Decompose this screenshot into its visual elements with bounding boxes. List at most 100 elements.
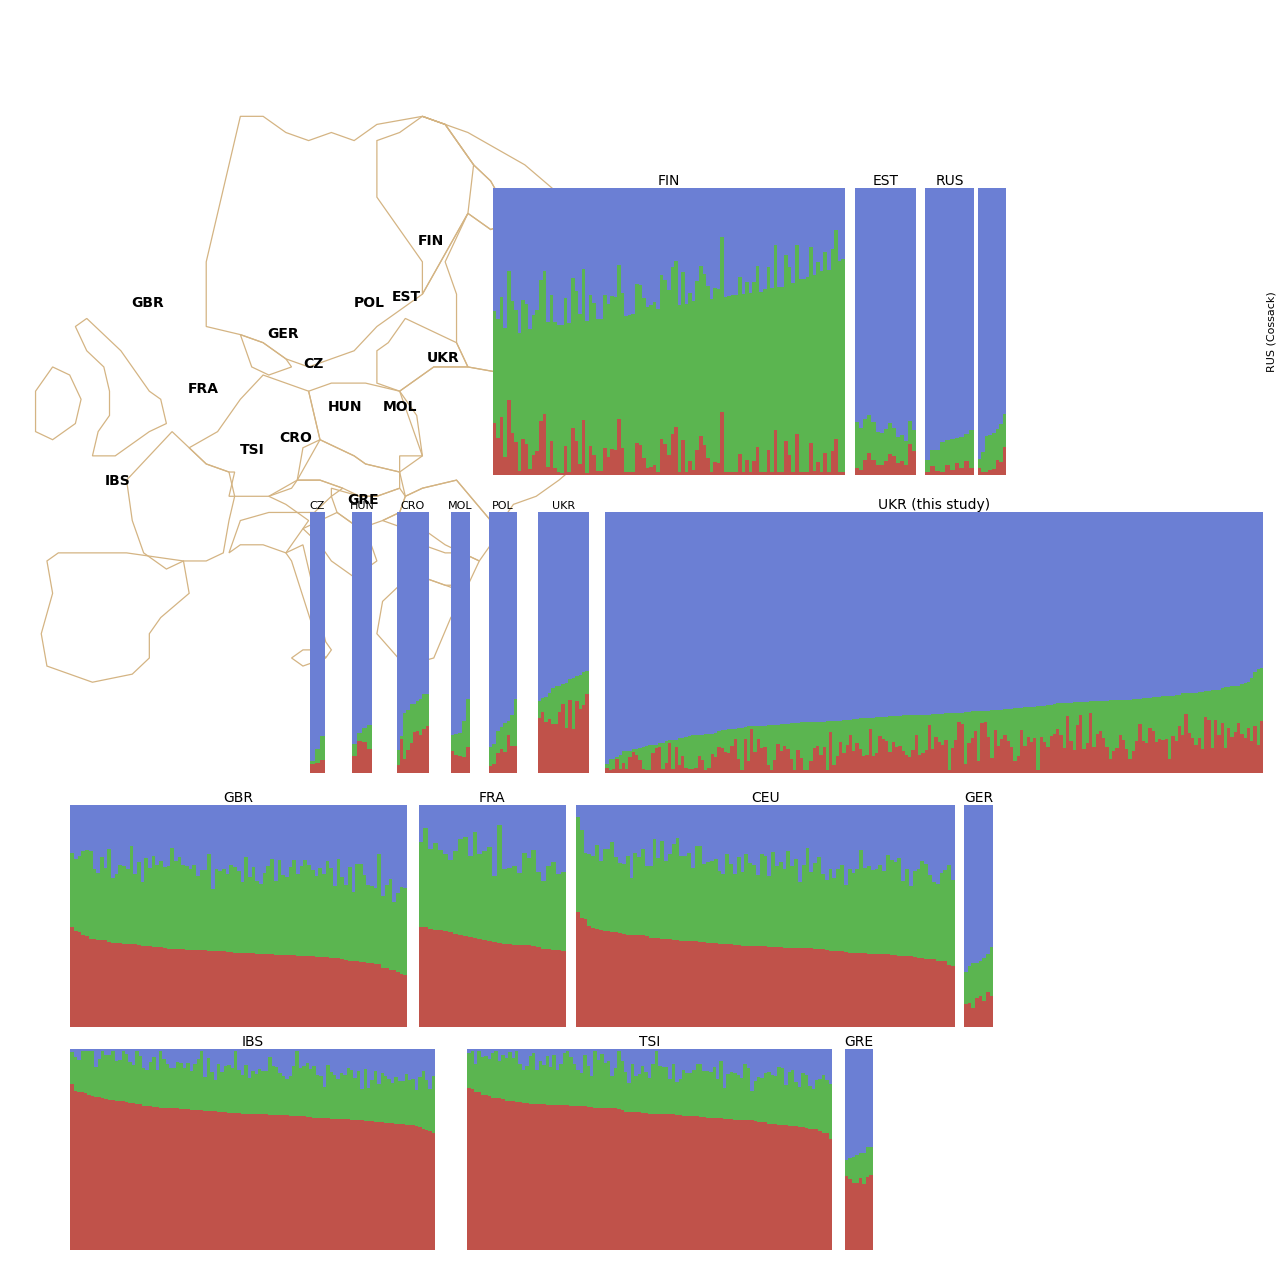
Bar: [233, 867, 237, 952]
Bar: [882, 740, 884, 773]
Bar: [1083, 749, 1085, 773]
Bar: [660, 805, 664, 841]
Bar: [678, 765, 681, 773]
Bar: [838, 742, 842, 773]
Bar: [278, 805, 282, 861]
Bar: [945, 466, 950, 475]
Bar: [429, 1088, 431, 1130]
Bar: [329, 805, 333, 868]
Bar: [525, 443, 529, 475]
Bar: [481, 1049, 484, 1057]
Bar: [822, 1074, 826, 1133]
Bar: [746, 1068, 750, 1120]
Bar: [270, 805, 274, 858]
Bar: [421, 1049, 425, 1071]
Bar: [1142, 698, 1144, 741]
Bar: [654, 1049, 658, 1051]
Bar: [774, 1049, 777, 1076]
Bar: [596, 471, 599, 475]
Bar: [396, 894, 399, 973]
Bar: [658, 1049, 662, 1066]
Bar: [780, 724, 783, 751]
Bar: [813, 948, 817, 1027]
Bar: [675, 747, 678, 773]
Bar: [657, 938, 660, 1027]
Bar: [823, 747, 826, 773]
Bar: [429, 849, 433, 929]
Bar: [744, 1120, 746, 1250]
Bar: [214, 1080, 218, 1111]
Bar: [760, 946, 764, 1027]
Bar: [115, 943, 119, 1027]
Bar: [517, 471, 521, 475]
Bar: [611, 1108, 614, 1250]
Bar: [82, 805, 86, 852]
Bar: [492, 876, 497, 942]
Title: EST: EST: [873, 174, 899, 188]
Bar: [298, 1116, 302, 1250]
Bar: [928, 512, 931, 714]
Bar: [694, 512, 698, 736]
Bar: [575, 292, 579, 442]
Bar: [159, 805, 163, 861]
Bar: [156, 1108, 159, 1250]
Bar: [1181, 512, 1184, 694]
Bar: [813, 722, 815, 747]
Bar: [733, 738, 737, 773]
Bar: [567, 323, 571, 472]
Bar: [681, 188, 685, 272]
Bar: [1240, 684, 1244, 735]
Bar: [972, 805, 975, 962]
Bar: [564, 298, 567, 446]
Bar: [502, 869, 507, 943]
Bar: [855, 868, 859, 953]
Bar: [924, 512, 928, 714]
Bar: [855, 1184, 859, 1250]
Bar: [931, 749, 934, 773]
Bar: [635, 755, 639, 773]
Bar: [974, 712, 977, 731]
Bar: [1230, 737, 1234, 773]
Bar: [879, 433, 883, 465]
Bar: [1053, 512, 1056, 704]
Bar: [97, 1097, 101, 1250]
Bar: [296, 1050, 298, 1116]
Bar: [553, 1105, 556, 1250]
Bar: [911, 751, 915, 773]
Bar: [1010, 512, 1014, 709]
Bar: [424, 827, 429, 927]
Bar: [378, 805, 381, 854]
Bar: [404, 1074, 408, 1125]
Bar: [308, 1069, 312, 1116]
Bar: [828, 805, 832, 869]
Bar: [707, 862, 710, 943]
Bar: [429, 1130, 431, 1250]
Bar: [872, 188, 876, 423]
Bar: [177, 1109, 179, 1250]
Bar: [900, 435, 904, 461]
Bar: [832, 721, 836, 765]
Bar: [664, 1114, 668, 1250]
Bar: [579, 313, 581, 463]
Bar: [878, 955, 882, 1027]
Bar: [662, 742, 664, 769]
Bar: [671, 434, 675, 475]
Bar: [347, 1119, 349, 1250]
Bar: [585, 188, 589, 322]
Bar: [1155, 512, 1158, 698]
Bar: [581, 188, 585, 270]
Bar: [753, 283, 756, 461]
Bar: [913, 188, 916, 430]
Bar: [767, 947, 771, 1027]
Bar: [210, 1049, 214, 1072]
Bar: [315, 876, 319, 957]
Text: GER: GER: [268, 327, 300, 341]
Bar: [703, 942, 707, 1027]
Bar: [684, 855, 687, 941]
Bar: [977, 712, 980, 760]
Bar: [1181, 694, 1184, 735]
Bar: [553, 322, 557, 468]
Bar: [411, 1049, 415, 1080]
Bar: [360, 1049, 364, 1090]
Bar: [362, 805, 366, 876]
